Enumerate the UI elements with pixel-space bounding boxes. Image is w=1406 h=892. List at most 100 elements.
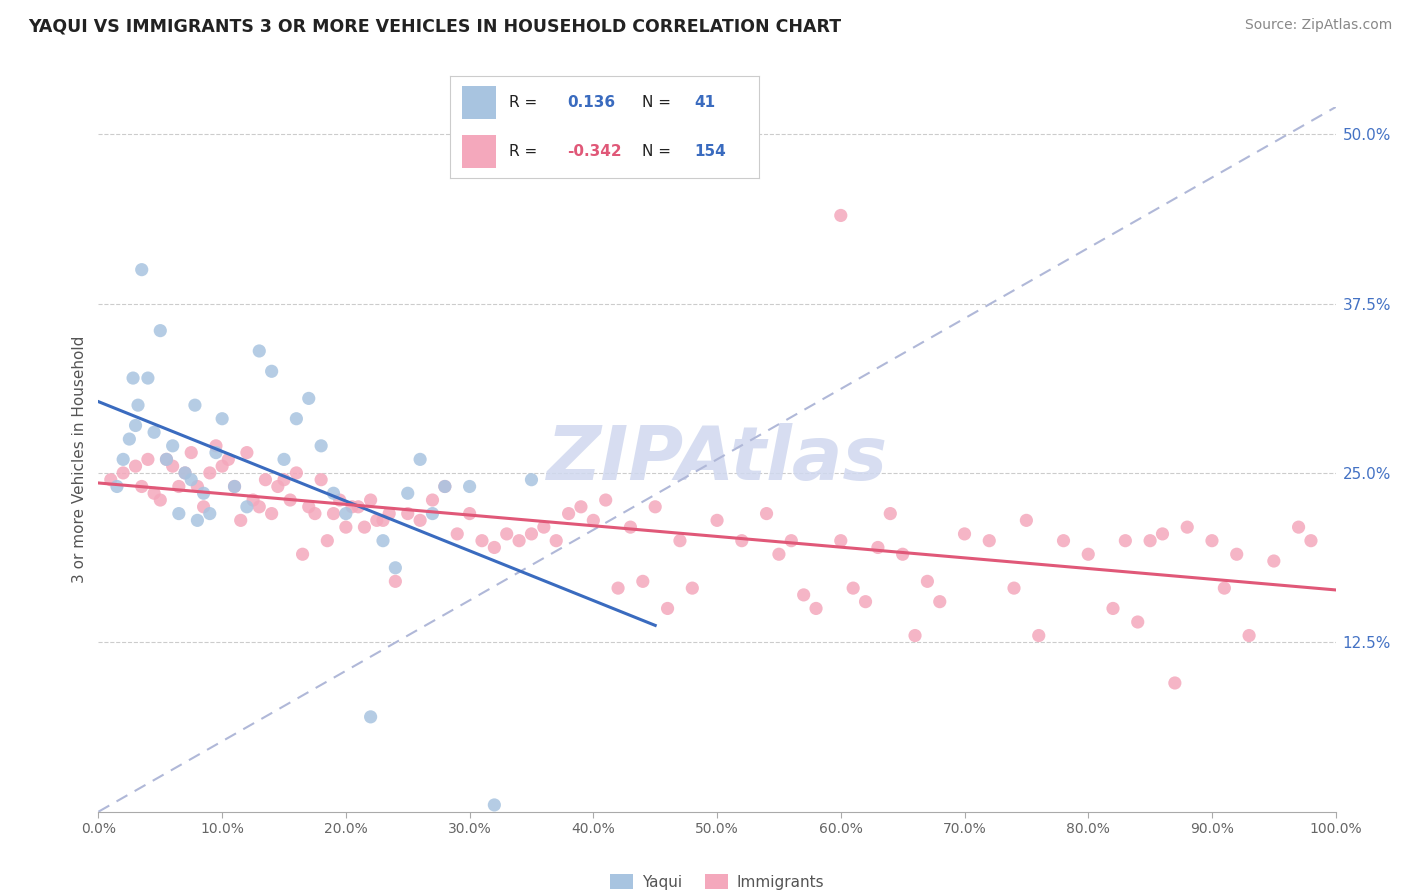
Point	[278, 493, 301, 508]
Point	[657, 601, 679, 615]
Point	[211, 459, 233, 474]
Point	[360, 710, 382, 724]
Point	[224, 479, 246, 493]
Point	[143, 486, 166, 500]
Point	[1201, 533, 1223, 548]
Point	[546, 533, 568, 548]
Point	[631, 574, 654, 589]
Point	[433, 479, 456, 493]
Point	[335, 520, 357, 534]
Point	[371, 533, 394, 548]
Point	[273, 473, 295, 487]
Point	[247, 500, 270, 514]
Point	[384, 574, 406, 589]
Text: N =: N =	[641, 145, 671, 160]
Point	[396, 486, 419, 500]
Point	[112, 452, 135, 467]
Point	[340, 500, 363, 514]
Text: YAQUI VS IMMIGRANTS 3 OR MORE VEHICLES IN HOUSEHOLD CORRELATION CHART: YAQUI VS IMMIGRANTS 3 OR MORE VEHICLES I…	[28, 18, 841, 36]
Point	[162, 439, 184, 453]
Point	[1126, 615, 1149, 629]
Point	[285, 411, 308, 425]
Point	[155, 452, 177, 467]
Point	[174, 466, 197, 480]
Point	[112, 466, 135, 480]
Point	[298, 392, 321, 406]
Text: Source: ZipAtlas.com: Source: ZipAtlas.com	[1244, 18, 1392, 32]
Point	[793, 588, 815, 602]
Point	[122, 371, 145, 385]
Text: ZIPAtlas: ZIPAtlas	[547, 423, 887, 496]
Point	[917, 574, 939, 589]
Point	[322, 507, 344, 521]
Point	[205, 445, 228, 459]
Point	[484, 541, 506, 555]
Text: N =: N =	[641, 95, 671, 110]
Point	[217, 452, 239, 467]
Point	[180, 445, 202, 459]
Point	[433, 479, 456, 493]
Point	[162, 459, 184, 474]
Point	[595, 493, 617, 508]
Point	[780, 533, 803, 548]
Point	[471, 533, 494, 548]
Point	[205, 439, 228, 453]
Point	[409, 452, 432, 467]
Point	[127, 398, 149, 412]
Point	[520, 473, 543, 487]
Point	[891, 547, 914, 561]
Point	[167, 507, 190, 521]
Point	[804, 601, 827, 615]
Point	[458, 479, 481, 493]
Point	[458, 507, 481, 521]
Point	[242, 493, 264, 508]
Point	[267, 479, 290, 493]
Point	[155, 452, 177, 467]
Text: 154: 154	[695, 145, 725, 160]
Point	[495, 527, 517, 541]
Point	[928, 595, 950, 609]
Point	[1175, 520, 1198, 534]
Point	[260, 364, 283, 378]
Point	[484, 797, 506, 812]
Point	[1152, 527, 1174, 541]
Point	[1237, 628, 1260, 642]
Point	[193, 486, 215, 500]
Point	[124, 459, 146, 474]
Point	[149, 324, 172, 338]
Point	[360, 493, 382, 508]
Point	[1002, 581, 1025, 595]
Point	[298, 500, 321, 514]
Point	[1077, 547, 1099, 561]
Point	[193, 500, 215, 514]
Text: -0.342: -0.342	[568, 145, 621, 160]
Point	[136, 452, 159, 467]
Point	[533, 520, 555, 534]
Point	[855, 595, 877, 609]
Point	[904, 628, 927, 642]
Point	[1114, 533, 1136, 548]
Point	[143, 425, 166, 440]
Point	[422, 507, 444, 521]
Point	[644, 500, 666, 514]
Point	[118, 432, 141, 446]
Point	[174, 466, 197, 480]
Point	[1226, 547, 1249, 561]
Text: 41: 41	[695, 95, 716, 110]
Point	[731, 533, 754, 548]
Point	[285, 466, 308, 480]
Point	[322, 486, 344, 500]
Point	[260, 507, 283, 521]
Point	[619, 520, 641, 534]
Text: 0.136: 0.136	[568, 95, 616, 110]
Point	[422, 493, 444, 508]
Point	[830, 533, 852, 548]
Point	[211, 411, 233, 425]
Y-axis label: 3 or more Vehicles in Household: 3 or more Vehicles in Household	[72, 335, 87, 583]
Point	[184, 398, 207, 412]
Text: R =: R =	[509, 95, 537, 110]
Point	[149, 493, 172, 508]
Point	[1028, 628, 1050, 642]
Point	[167, 479, 190, 493]
Point	[366, 513, 388, 527]
